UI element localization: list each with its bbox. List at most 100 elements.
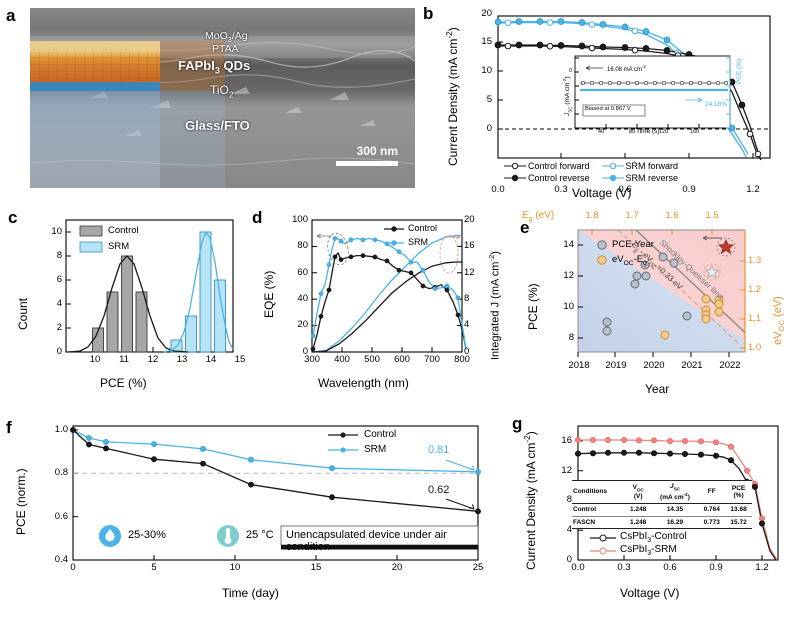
inset-j-end: ) xyxy=(564,76,572,79)
panel-g-legend-label-control: CsPbI3-Control xyxy=(620,531,687,544)
panel-e-yright-a: eV xyxy=(772,331,784,345)
panel-g-xlabel: Voltage (V) xyxy=(620,586,680,600)
th-jsc: JSC (mA cm-2) xyxy=(660,483,690,501)
panel-d-xtick-300: 300 xyxy=(304,354,320,365)
panel-d-ytick-right-20: 20 xyxy=(464,214,475,225)
panel-b-label: b xyxy=(423,4,434,23)
panel-f-legend-label-control: Control xyxy=(364,429,397,440)
td-cond-0: Control xyxy=(573,506,597,514)
panel-e-legend-label-pce-year: PCE-Year xyxy=(612,239,654,250)
panel-d-xlabel: Wavelength (nm) xyxy=(318,376,409,390)
panel-c-legend-label-control: Control xyxy=(108,225,139,236)
th-pce-main: PCE xyxy=(731,484,746,492)
inset-xtick-1: 40 xyxy=(598,129,605,135)
panel-d-xtick-600: 600 xyxy=(394,354,410,365)
panel-d-yright-sup: -2 xyxy=(487,254,496,262)
table-header-row: Conditions VOC (V) JSC (mA cm-2) FF PCE (%) xyxy=(572,480,752,504)
panel-e-svg xyxy=(577,229,746,357)
panel-c-xtick-12: 12 xyxy=(147,354,159,365)
panel-f-xtick-5: 5 xyxy=(151,562,157,573)
inset-ylabel-left: JSC (mA cm-2) xyxy=(562,76,572,116)
panel-c-xtick-15: 15 xyxy=(234,354,246,365)
panel-c-xlabel: PCE (%) xyxy=(100,376,147,390)
panel-c-legend-label-srm: SRM xyxy=(108,241,130,252)
panel-d-xtick-500: 500 xyxy=(364,354,380,365)
th-voc-sub: OC xyxy=(636,487,644,493)
panel-d-ytick-right-4: 4 xyxy=(464,319,470,330)
panel-c-ytick-8: 8 xyxy=(56,250,62,261)
panel-e-xlabel: Year xyxy=(645,382,670,396)
sem-label-moo3-ag: MoO3/Ag xyxy=(205,30,248,44)
panel-f-stability-chart: Control SRM 0.81 0.62 25-30% 25 °C Unenc… xyxy=(28,418,488,588)
panel-g-ylabel-main: Current Density (mA cm xyxy=(524,442,538,570)
panel-e-top-axis-label: Eg (eV) xyxy=(522,210,554,223)
inset-jsc-value: 16.08 mA cm xyxy=(607,67,643,73)
inset-j-symbol: J xyxy=(564,112,572,116)
panel-d-yright-main: Integrated J (mA cm xyxy=(489,261,502,360)
panel-g-ytick-8: 8 xyxy=(566,494,572,505)
panel-f-endpoint-srm: 0.81 xyxy=(428,444,450,456)
legend-label-srm-reverse: SRM reverse xyxy=(625,173,679,183)
panel-g-legend-label-srm: CsPbI3-SRM xyxy=(620,544,677,557)
panel-c-ytick-10: 10 xyxy=(51,226,62,237)
inset-jsc-annotation: 16.08 mA cm-2 xyxy=(607,64,646,73)
panel-e-pce-year-chart: Eg (eV) 1.8 1.7 1.6 1.5 PCE-Year eVOC-Eg… xyxy=(522,210,785,380)
panel-f-legend-label-srm: SRM xyxy=(364,444,387,455)
inset-xtick-3: 120 xyxy=(659,129,669,135)
panel-b-ytick-3: 15 xyxy=(481,36,492,47)
panel-d-ytick-80: 80 xyxy=(297,240,308,251)
panel-g-ytick-12: 12 xyxy=(561,465,572,476)
moo3-sub: 3 xyxy=(227,35,232,45)
scale-bar xyxy=(336,161,398,166)
panel-g-ytick-16: 16 xyxy=(561,435,572,446)
panel-b-xlabel: Voltage (V) xyxy=(572,186,632,200)
panel-e-eg-unit: (eV) xyxy=(532,210,555,221)
panel-f-xtick-20: 20 xyxy=(391,562,403,573)
th-pce-unit: (%) xyxy=(733,492,744,500)
panel-c-xtick-14: 14 xyxy=(205,354,217,365)
panel-b-xtick-2: 0.6 xyxy=(618,184,632,195)
panel-b-ytick-0: 0 xyxy=(486,123,492,134)
panel-g-xtick-0: 0.0 xyxy=(571,562,585,573)
inset-xtick-0: 0 xyxy=(569,68,573,74)
panel-e-xtick-2018: 2018 xyxy=(568,360,590,371)
panel-f-label: f xyxy=(6,418,12,437)
panel-e-xtick-top-15: 1.5 xyxy=(705,210,719,221)
panel-e-xtick-top-18: 1.8 xyxy=(585,210,599,221)
panel-f-humidity-value: 25-30% xyxy=(128,529,166,541)
th-voc-unit: (V) xyxy=(633,492,643,500)
panel-c-svg xyxy=(65,219,234,353)
legend-label-control-reverse: Control reverse xyxy=(528,173,590,183)
panel-e-yright-unit: (eV) xyxy=(772,296,784,320)
panel-c-histogram: Control SRM 10 11 12 13 14 15 0 2 4 6 8 … xyxy=(28,212,245,372)
panel-d-ylabel: EQE (%) xyxy=(262,270,276,318)
panel-b-svg xyxy=(494,15,771,161)
qds-text: QDs xyxy=(219,58,251,73)
panel-d-ylabel-right: Integrated J (mA cm-2) xyxy=(487,251,502,360)
panel-e-ytick-right-13: 1.3 xyxy=(748,255,762,266)
panel-c-xtick-11: 11 xyxy=(119,354,129,365)
td-voc-1: 1.248 xyxy=(630,518,647,526)
panel-e-ytick-12: 12 xyxy=(563,270,574,281)
panel-e-xtick-top-17: 1.7 xyxy=(625,210,639,221)
panel-g-ylabel-end: ) xyxy=(524,431,538,436)
panel-c-label: c xyxy=(8,208,18,227)
panel-g-legend xyxy=(590,534,616,555)
g-legend-1-b: -SRM xyxy=(651,544,677,555)
panel-d-legend xyxy=(384,226,404,246)
humidity-icon xyxy=(99,525,121,547)
inset-xtick-2: 80 xyxy=(629,129,636,135)
panel-e-ylabel-right: eVOC (eV) xyxy=(772,296,786,345)
inset-j-unit: (mA cm xyxy=(564,82,572,107)
legend-marker-control-forward xyxy=(504,162,526,170)
panel-f-xlabel: Time (day) xyxy=(222,586,279,600)
td-ff-0: 0.764 xyxy=(703,506,720,514)
panel-c-ytick-4: 4 xyxy=(56,298,62,309)
panel-e-xtick-2020: 2020 xyxy=(643,360,665,371)
g-legend-0-b: -Control xyxy=(651,531,687,542)
th-pce: PCE (%) xyxy=(725,481,752,504)
legend-marker-srm-reverse xyxy=(601,174,624,182)
inset-ylabel-right: PCE (%) xyxy=(736,58,743,84)
td-ff-1: 0.773 xyxy=(703,518,720,526)
tio2-text: TiO xyxy=(210,83,229,97)
